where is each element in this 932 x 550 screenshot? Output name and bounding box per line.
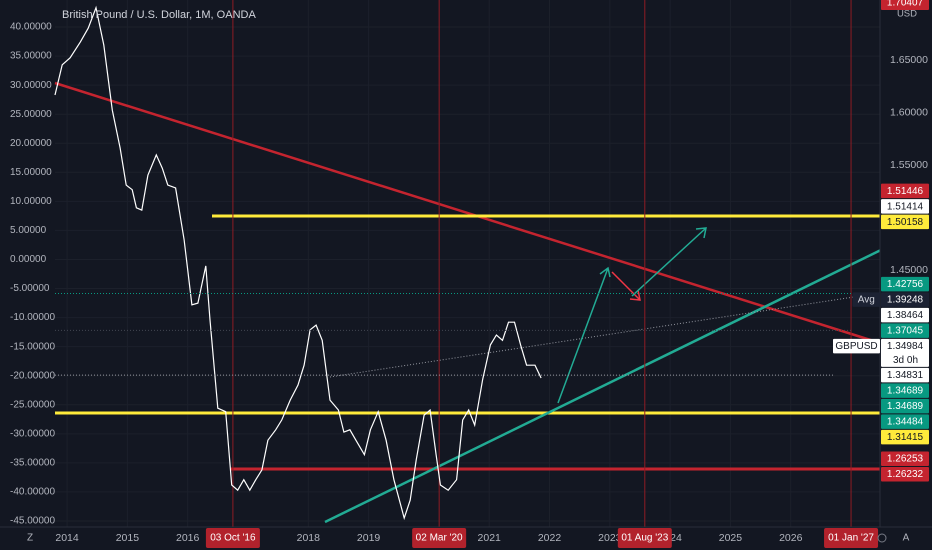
date-label: 02 Mar '20: [416, 533, 463, 544]
y-tick-label: 30.00000: [10, 80, 52, 91]
x-tick-label: 2023: [598, 532, 622, 544]
price-badge-label: 1.42756: [887, 279, 924, 290]
price-badge-label: 1.26232: [887, 469, 924, 480]
x-tick-label: 2014: [55, 532, 79, 544]
x-tick-label: 2025: [719, 532, 743, 544]
date-badge: [205, 528, 260, 548]
y-tick-label: -20.00000: [10, 370, 55, 381]
arrow: [557, 266, 611, 404]
price-badge-label: 1.34689: [887, 401, 924, 412]
trend-line: [324, 246, 886, 524]
price-badge-label: 1.34831: [887, 370, 924, 381]
y-tick-label: 40.00000: [10, 22, 52, 33]
y-tick-label: 0.00000: [10, 254, 47, 265]
x-tick-label: 2015: [116, 532, 140, 544]
settings-icon[interactable]: [877, 533, 887, 543]
price-tag-label: Avg: [858, 294, 875, 305]
date-badge: [617, 528, 672, 548]
price-badge: [881, 451, 929, 466]
price-badge: [881, 429, 929, 445]
date-label: 01 Aug '23: [621, 533, 668, 544]
x-tick-label: 2016: [176, 532, 200, 544]
price-badge-label: 1.51446: [887, 186, 924, 197]
price-badge-label: 1.50158: [887, 217, 924, 228]
y-tick-label: -5.00000: [10, 283, 50, 294]
y-tick-label: -15.00000: [10, 341, 55, 352]
y2-tick-label: 1.60000: [890, 106, 928, 118]
price-badge-label: 1.31415: [887, 432, 924, 443]
x-tick-label: 2018: [297, 532, 321, 544]
price-tag: [833, 338, 880, 354]
y-tick-label: 25.00000: [10, 109, 52, 120]
price-tag-label: GBPUSD: [835, 341, 877, 352]
price-badge-label: 1.70407: [887, 0, 924, 9]
price-badge-label: 1.37045: [887, 325, 924, 336]
y-tick-label: -25.00000: [10, 399, 55, 410]
arrow: [611, 271, 641, 301]
date-badge: [412, 528, 467, 548]
y-tick-label: -45.00000: [10, 516, 55, 527]
x-tick-label: 2021: [478, 532, 502, 544]
price-badge-label: 1.34689: [887, 385, 924, 396]
price-badge-label: 1.51414: [887, 201, 924, 212]
y-tick-label: -35.00000: [10, 458, 55, 469]
auto-scale-button[interactable]: A: [903, 533, 910, 544]
price-badge-label: 1.34484: [887, 416, 924, 427]
price-badge-label: 1.34984: [887, 341, 924, 352]
date-badge: [824, 528, 879, 548]
drawings: [54, 81, 886, 524]
price-badge: [881, 276, 929, 292]
price-badge: [881, 367, 929, 383]
price-badge: [881, 466, 929, 482]
y2-unit: USD: [897, 9, 917, 20]
y2-tick-label: 1.65000: [890, 54, 928, 66]
x-tick-label: 2026: [779, 532, 803, 544]
y-tick-label: 5.00000: [10, 225, 47, 236]
price-badge-label: 1.26253: [887, 454, 924, 465]
x-tick-label: 2022: [538, 532, 562, 544]
y-tick-label: 15.00000: [10, 167, 52, 178]
timezone-icon[interactable]: Z: [27, 533, 33, 544]
y2-tick-label: 1.45000: [890, 264, 928, 276]
price-badge: [881, 0, 929, 10]
trend-line: [54, 81, 881, 345]
price-badge: [881, 214, 929, 230]
price-badge: [881, 383, 929, 398]
countdown: 3d 0h: [893, 355, 918, 366]
chart-title: British Pound / U.S. Dollar, 1M, OANDA: [62, 9, 256, 21]
price-tag: [852, 292, 880, 307]
y-tick-label: -40.00000: [10, 487, 55, 498]
y-tick-label: 20.00000: [10, 138, 52, 149]
price-badge: [881, 199, 929, 214]
price-badge: [881, 414, 929, 429]
price-badge: [881, 398, 929, 414]
price-badge: [881, 323, 929, 338]
price-badge-label: 1.39248: [887, 294, 924, 305]
y2-tick-label: 1.55000: [890, 159, 928, 171]
price-badge-label: 1.38464: [887, 310, 924, 321]
y-tick-label: 35.00000: [10, 51, 52, 62]
y-tick-label: -10.00000: [10, 312, 55, 323]
price-badge: [881, 307, 929, 323]
price-badge: [881, 292, 929, 307]
date-label: 03 Oct '16: [210, 533, 256, 544]
y-tick-label: 10.00000: [10, 196, 52, 207]
x-tick-label: 2019: [357, 532, 381, 544]
y-tick-label: -30.00000: [10, 428, 55, 439]
price-badge: [881, 183, 929, 199]
date-label: 01 Jan '27: [828, 533, 874, 544]
price-badge: [881, 338, 929, 367]
